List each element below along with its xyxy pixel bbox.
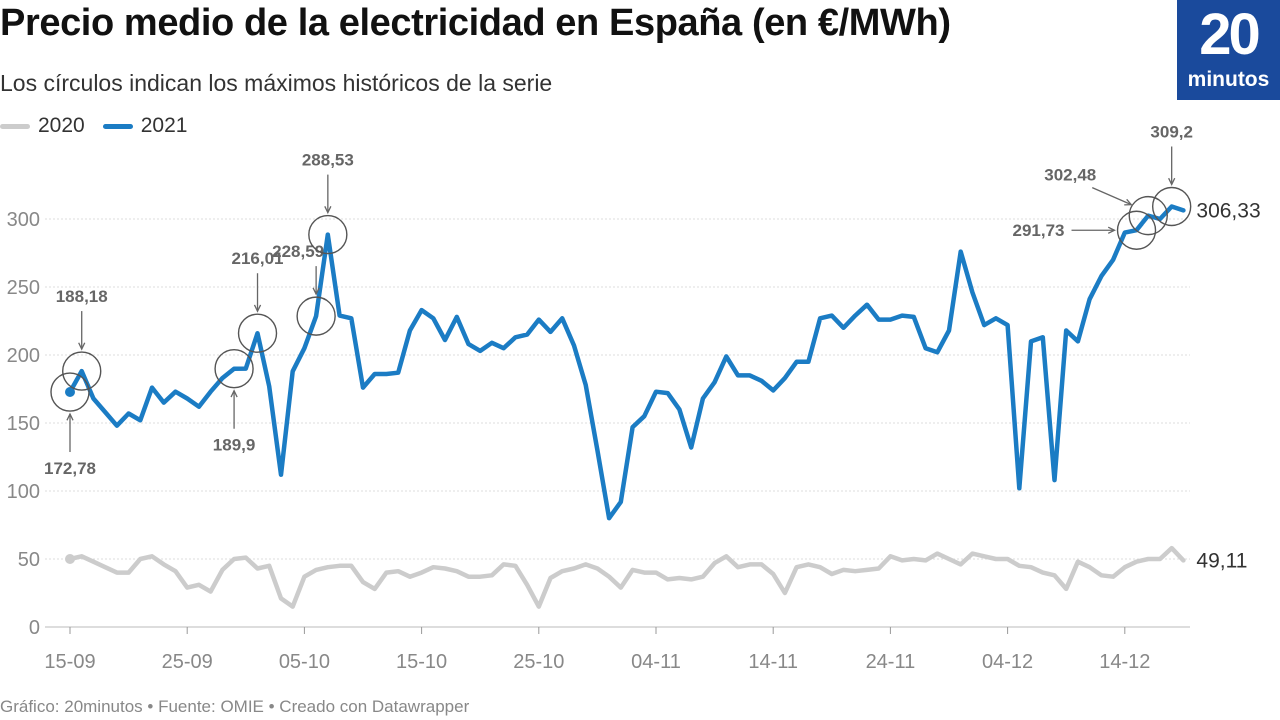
annotation-label: 189,9 bbox=[213, 436, 256, 455]
annotation-label: 291,73 bbox=[1013, 221, 1065, 240]
annotation-arrowhead bbox=[230, 389, 238, 398]
annotation-arrowhead bbox=[253, 304, 262, 313]
legend-label-2020: 2020 bbox=[38, 114, 85, 137]
x-tick-label: 25-10 bbox=[513, 651, 564, 673]
annotation-label: 288,53 bbox=[302, 151, 354, 170]
annotation-arrowhead bbox=[66, 412, 74, 421]
y-tick-label: 250 bbox=[7, 277, 40, 299]
end-label-2020: 49,11 bbox=[1196, 549, 1247, 572]
series-start-dot-2020 bbox=[65, 554, 75, 564]
y-tick-label: 100 bbox=[7, 481, 40, 503]
y-axis-ticks: 0 50 100 150 200 250 300 bbox=[7, 209, 40, 639]
x-tick-label: 14-12 bbox=[1099, 651, 1150, 673]
y-tick-label: 200 bbox=[7, 345, 40, 367]
footer-credits: Gráfico: 20minutos • Fuente: OMIE • Crea… bbox=[0, 697, 470, 716]
x-tick-label: 04-11 bbox=[631, 651, 681, 673]
annotation-arrowhead bbox=[1168, 177, 1176, 186]
y-tick-label: 0 bbox=[29, 617, 40, 639]
max-circle bbox=[214, 349, 254, 389]
x-tick-label: 15-09 bbox=[44, 651, 95, 673]
x-tick-label: 14-11 bbox=[748, 651, 798, 673]
legend-item-2020: 2020 bbox=[0, 114, 85, 138]
series-start-dot-2021 bbox=[65, 387, 75, 398]
legend-item-2021: 2021 bbox=[102, 114, 188, 138]
annotation-label: 309,2 bbox=[1150, 122, 1193, 141]
brand-logo[interactable]: 20 minutos bbox=[1177, 0, 1280, 100]
annotation-label: 172,78 bbox=[44, 459, 96, 478]
legend-swatch-2021 bbox=[102, 123, 133, 129]
annotation-arrowhead bbox=[1107, 226, 1117, 234]
x-tick-label: 04-12 bbox=[982, 651, 1033, 673]
end-label-2021: 306,33 bbox=[1196, 199, 1260, 222]
annotation-arrowhead bbox=[78, 342, 86, 351]
x-tick-label: 05-10 bbox=[279, 651, 330, 673]
legend-swatch-2020 bbox=[0, 123, 30, 129]
max-circle bbox=[62, 351, 102, 391]
annotation-label: 302,48 bbox=[1044, 166, 1096, 185]
y-tick-label: 300 bbox=[7, 209, 40, 231]
chart-subtitle: Los círculos indican los máximos históri… bbox=[0, 70, 553, 96]
x-tick-label: 24-11 bbox=[866, 651, 916, 673]
annotation-label: 188,18 bbox=[56, 287, 108, 306]
annotation-arrowhead bbox=[324, 206, 332, 215]
max-circle bbox=[50, 372, 90, 412]
logo-number: 20 bbox=[1199, 2, 1261, 67]
gridlines bbox=[45, 218, 1190, 628]
chart-title: Precio medio de la electricidad en Españ… bbox=[0, 2, 951, 44]
series-line-2020 bbox=[67, 545, 1186, 609]
logo-word: minutos bbox=[1187, 68, 1270, 91]
y-tick-label: 50 bbox=[18, 549, 40, 571]
annotation-arrowhead bbox=[312, 287, 320, 296]
x-tick-label: 15-10 bbox=[396, 651, 447, 673]
max-circle bbox=[308, 214, 348, 255]
annotation-label: 216,01 bbox=[232, 249, 284, 268]
x-axis-ticks: 15-09 25-09 05-10 15-10 25-10 04-11 14-11 24-11… bbox=[44, 627, 1150, 673]
max-circle bbox=[296, 296, 336, 336]
series-lines bbox=[65, 204, 1186, 609]
annotation-arrowhead bbox=[1124, 198, 1133, 206]
max-circle bbox=[237, 313, 278, 353]
legend: 2020 2021 bbox=[0, 114, 205, 138]
end-labels: 49,11 306,33 bbox=[1196, 199, 1260, 572]
legend-label-2021: 2021 bbox=[140, 114, 188, 137]
annotation-arrow bbox=[1091, 187, 1132, 206]
max-circle bbox=[1151, 186, 1192, 227]
series-line-2021 bbox=[67, 204, 1186, 521]
y-tick-label: 150 bbox=[7, 413, 40, 435]
max-circle bbox=[1128, 195, 1168, 236]
max-circle bbox=[1116, 210, 1157, 250]
x-tick-label: 25-09 bbox=[162, 651, 213, 673]
annotation-label: 228,59 bbox=[272, 242, 324, 261]
